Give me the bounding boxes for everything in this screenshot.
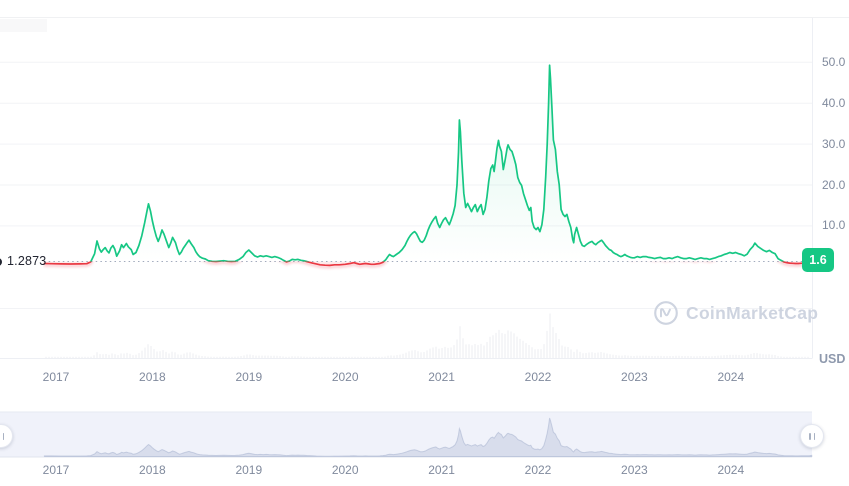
currency-unit-label: USD — [819, 352, 846, 366]
watermark-text: CoinMarketCap — [686, 302, 819, 323]
baseline-price-marker-icon — [0, 257, 2, 266]
navigator-right-handle[interactable] — [800, 424, 824, 448]
last-price-badge: 1.6 — [802, 248, 834, 272]
coinmarketcap-logo-icon — [654, 301, 678, 325]
baseline-price-label: 1.2873 — [7, 254, 47, 268]
watermark: CoinMarketCap — [653, 300, 818, 326]
